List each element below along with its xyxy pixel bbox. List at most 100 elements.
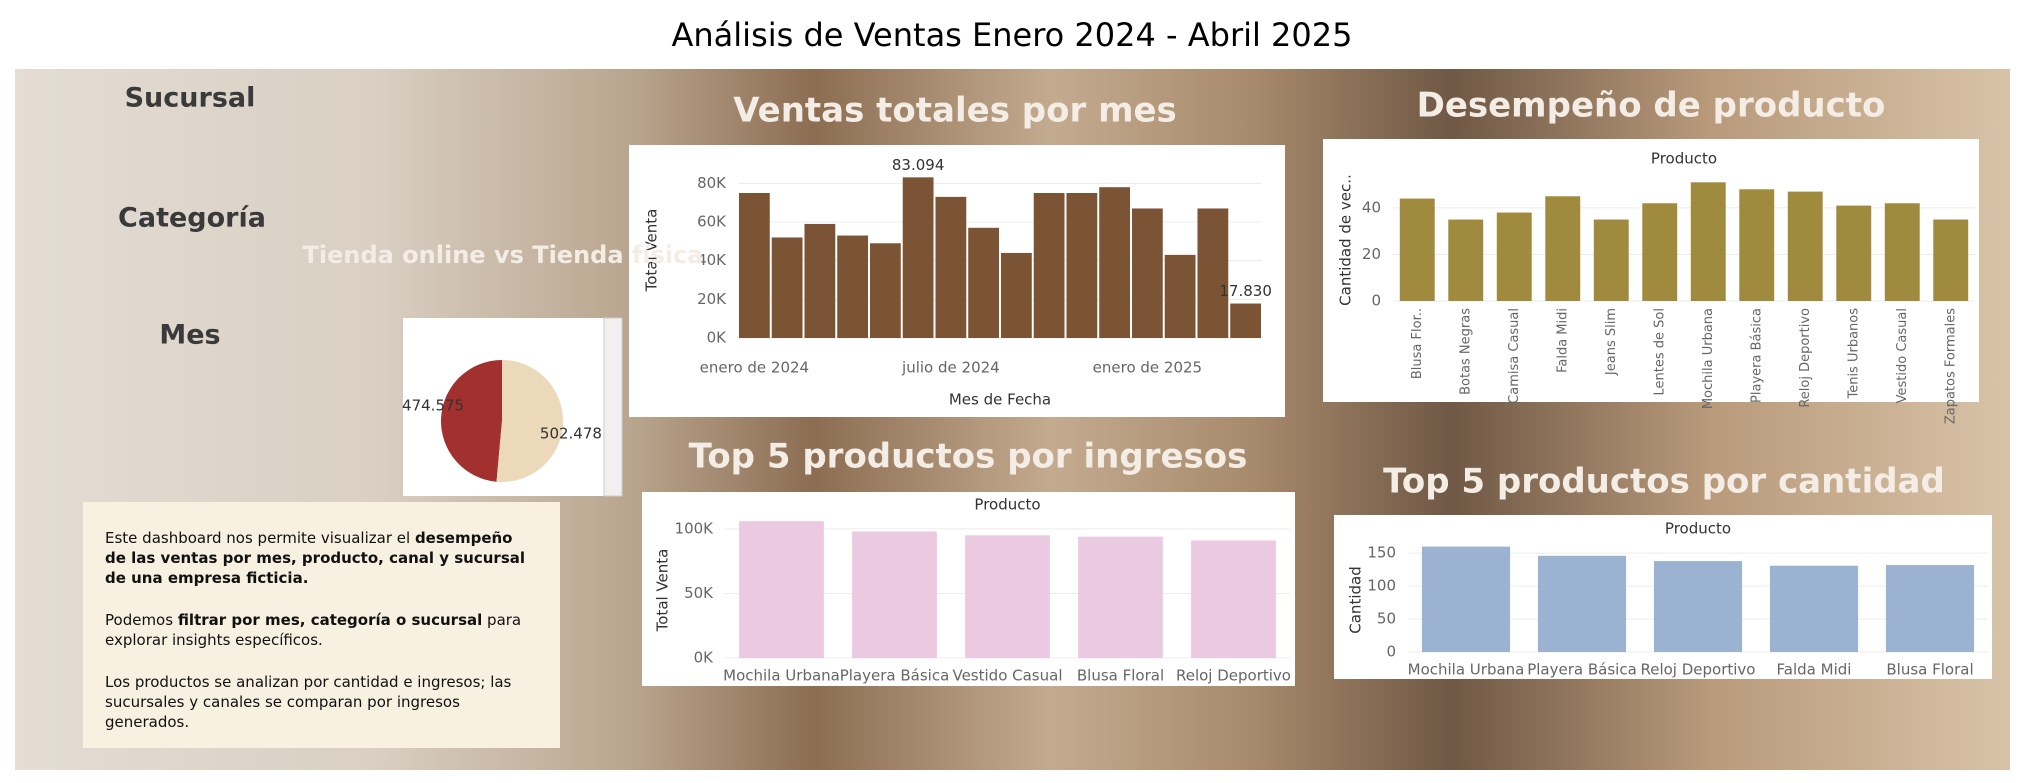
y-tick-label: 60K [697, 213, 727, 231]
bar [1448, 219, 1484, 301]
chart-header: Producto [974, 496, 1040, 514]
y-tick-label: 100 [1367, 577, 1396, 595]
description-paragraph: Los productos se analizan por cantidad e… [105, 672, 538, 732]
x-tick-label: Tenis Urbanos [1846, 308, 1861, 400]
y-tick-label: 0K [694, 649, 715, 667]
x-tick-label: julio de 2024 [901, 359, 1000, 377]
chart-title: Ventas totales por mes [733, 91, 1177, 131]
value-label: 83.094 [892, 156, 945, 174]
bar [1496, 212, 1532, 301]
x-tick-label: Botas Negras [1458, 308, 1473, 395]
y-tick-label: 20K [697, 290, 727, 308]
value-label: 474.575 [402, 397, 464, 415]
bar [1131, 208, 1163, 338]
bar [1000, 252, 1032, 338]
y-tick-label: 100K [675, 519, 715, 537]
x-tick-label: enero de 2025 [1093, 359, 1202, 377]
description-text: Podemos [105, 611, 178, 629]
bar [739, 521, 824, 658]
chart-title: Tienda online vs Tienda física [302, 241, 703, 269]
x-tick-label: Zapatos Formales [1943, 308, 1958, 424]
description: Este dashboard nos permite visualizar el… [83, 502, 560, 748]
bar [1537, 555, 1627, 652]
description-text: Los productos se analizan por cantidad e… [105, 673, 512, 731]
x-axis-title: Mes de Fecha [949, 391, 1051, 409]
bar [1099, 187, 1131, 338]
x-tick-label: Blusa Floral [1077, 667, 1164, 685]
pie-slice [496, 360, 564, 483]
x-tick-label: Reloj Deportivo [1640, 661, 1755, 679]
x-tick-label: Reloj Deportivo [1176, 667, 1291, 685]
bar [1545, 196, 1581, 301]
bar [1642, 203, 1678, 301]
x-tick-label: Playera Básica [1749, 308, 1764, 403]
x-tick-label: Lentes de Sol [1652, 308, 1667, 395]
bar [1739, 189, 1775, 301]
x-tick-label: Playera Básica [840, 667, 950, 685]
y-tick-label: 40 [1362, 198, 1381, 216]
chart-title: Top 5 productos por ingresos [689, 437, 1248, 477]
chart-header: Producto [1665, 520, 1731, 538]
description-text: filtrar por mes, categoría o sucursal [177, 611, 483, 629]
bar [1230, 303, 1262, 338]
x-tick-label: Mochila Urbana [723, 667, 840, 685]
bar [935, 196, 967, 338]
bar [771, 237, 803, 338]
pie-slice [441, 360, 502, 482]
description-text: para explorar insights específicos. [105, 611, 522, 649]
x-tick-label: Playera Básica [1527, 661, 1637, 679]
chart-title: Top 5 productos por cantidad [1383, 462, 1945, 502]
bar [1421, 546, 1511, 652]
x-tick-label: Reloj Deportivo [1798, 308, 1813, 408]
scrollbar [603, 317, 623, 497]
bar [965, 535, 1050, 658]
bar [968, 227, 1000, 338]
bar [1191, 540, 1276, 658]
y-tick-label: 0 [1386, 643, 1396, 661]
bar [852, 531, 937, 658]
bar [869, 243, 901, 338]
chart-title: Desempeño de producto [1417, 86, 1886, 126]
y-tick-label: 20 [1362, 245, 1381, 263]
x-tick-label: enero de 2024 [700, 359, 809, 377]
y-axis-title: Total Venta [643, 209, 661, 293]
bar [1769, 565, 1859, 652]
x-tick-label: Falda Midi [1777, 661, 1852, 679]
x-tick-label: Vestido Casual [1895, 308, 1910, 403]
bar [1836, 205, 1872, 301]
y-axis-title: Cantidad [1347, 566, 1365, 633]
y-axis-title: Cantidad de vec.. [1337, 174, 1355, 306]
description-paragraph: Podemos filtrar por mes, categoría o suc… [105, 610, 538, 650]
bar [1787, 191, 1823, 301]
y-tick-label: 0 [1371, 292, 1381, 310]
x-tick-label: Camisa Casual [1507, 308, 1522, 404]
y-tick-label: 150 [1367, 544, 1396, 562]
description-text: desempeño de las ventas por mes, product… [105, 529, 526, 587]
bar [902, 177, 934, 338]
bar [1197, 208, 1229, 338]
filter-label: Sucursal [125, 83, 256, 114]
y-tick-label: 50 [1377, 610, 1396, 628]
value-label: 502.478 [540, 424, 602, 442]
bar [1066, 193, 1098, 338]
bar [804, 223, 836, 338]
description-paragraph: Este dashboard nos permite visualizar el… [105, 528, 538, 588]
value-label: 17.830 [1219, 282, 1272, 300]
y-tick-label: 40K [697, 251, 727, 269]
filter-label: Categoría [118, 203, 266, 234]
y-tick-label: 0K [707, 329, 728, 347]
bar [1690, 182, 1726, 301]
x-tick-label: Blusa Flor.. [1410, 308, 1425, 379]
bar [1033, 193, 1065, 338]
bar [1164, 254, 1196, 338]
y-tick-label: 80K [697, 174, 727, 192]
x-tick-label: Mochila Urbana [1408, 661, 1525, 679]
filter-label: Mes [159, 320, 220, 351]
x-tick-label: Vestido Casual [952, 667, 1062, 685]
chart-header: Producto [1651, 150, 1717, 168]
x-tick-label: Falda Midi [1555, 308, 1570, 373]
bar [1885, 565, 1975, 652]
description-text: Este dashboard nos permite visualizar el [105, 529, 415, 547]
dashboard-title: Análisis de Ventas Enero 2024 - Abril 20… [672, 16, 1353, 54]
